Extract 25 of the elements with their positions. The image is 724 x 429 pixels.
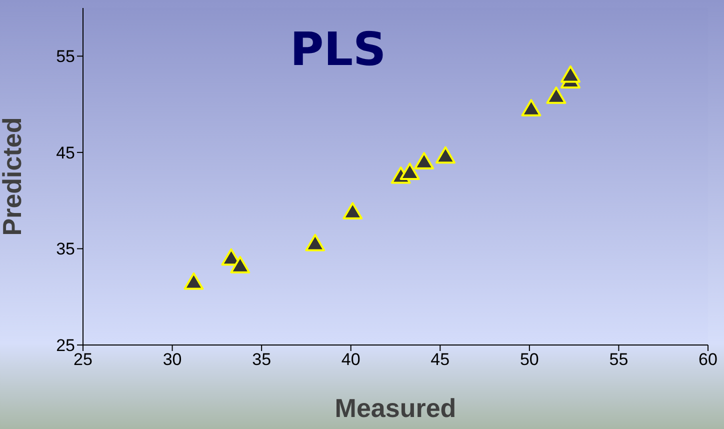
point	[546, 86, 566, 104]
x-axis-title: Measured	[334, 393, 456, 423]
x-tick-label: 35	[252, 350, 272, 370]
y-tick-label: 45	[56, 143, 75, 162]
chart-title: PLS	[290, 22, 386, 76]
point	[414, 152, 434, 170]
point	[560, 65, 580, 83]
y-tick-label: 25	[56, 336, 75, 356]
y-tick-label: 55	[56, 47, 75, 66]
x-tick-label: 40	[341, 350, 360, 370]
point	[400, 162, 420, 180]
point	[184, 272, 204, 290]
point	[305, 234, 326, 252]
y-tick-label: 35	[56, 240, 75, 259]
x-tick-label: 45	[430, 350, 450, 370]
point	[342, 202, 363, 220]
y-axis-title: Predicted	[0, 117, 28, 236]
point	[521, 99, 542, 116]
x-tick-label: 55	[609, 350, 628, 370]
x-tick-label: 60	[698, 350, 718, 370]
point	[436, 146, 456, 164]
x-tick-label: 25	[74, 350, 92, 370]
x-tick-label: 30	[162, 350, 182, 370]
point	[230, 256, 250, 274]
x-tick-label: 50	[520, 350, 539, 370]
